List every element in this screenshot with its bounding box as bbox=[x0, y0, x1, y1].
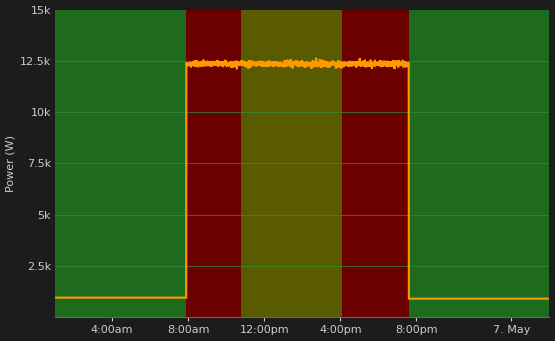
Bar bbox=[342, 10, 408, 317]
Y-axis label: Power (W): Power (W) bbox=[6, 135, 16, 192]
Bar bbox=[186, 10, 241, 317]
Bar bbox=[241, 10, 342, 317]
